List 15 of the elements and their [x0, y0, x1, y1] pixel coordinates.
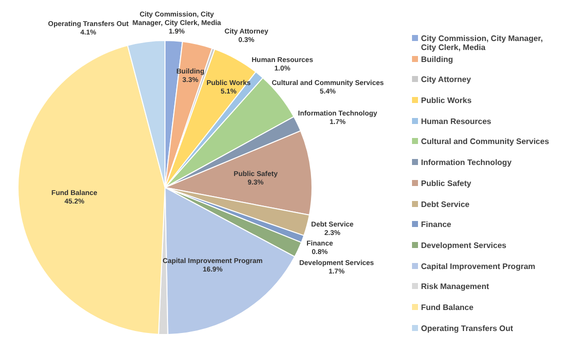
legend-label: Capital Improvement Program	[421, 262, 536, 271]
legend-label: Information Technology	[421, 158, 512, 168]
legend-label: City Commission, City Manager, City Clerk, Media	[421, 34, 544, 52]
legend-label: Cultural and Community Services	[421, 137, 550, 146]
legend-label: Fund Balance	[421, 302, 474, 312]
legend-label: Risk Management	[421, 282, 490, 292]
legend-label: City Attorney	[421, 75, 471, 84]
legend-label: Debt Service	[421, 200, 470, 208]
legend-label: Operating Transfers Out	[421, 324, 514, 333]
legend-label: Human Resources	[421, 116, 492, 126]
legend-label: Public Safety	[421, 178, 472, 188]
legend-label: Public Works	[421, 96, 472, 106]
legend-label: Finance	[421, 220, 452, 230]
legend-label: Building	[421, 54, 453, 64]
legend-label: Development Services	[421, 240, 506, 250]
